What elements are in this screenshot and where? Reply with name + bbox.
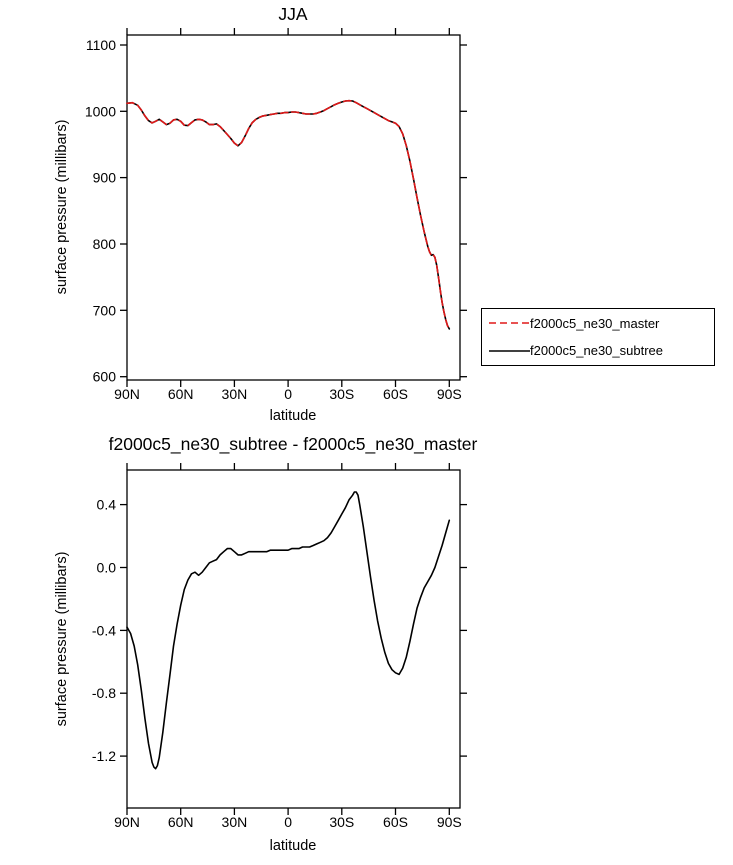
plot-frame-1 <box>126 469 461 809</box>
y-tick-label: 700 <box>93 302 117 318</box>
y-tick-label: 0.0 <box>97 560 117 576</box>
x-tick-label: 0 <box>284 814 292 830</box>
bottom-chart-xlabel: latitude <box>270 838 317 854</box>
y-tick-label: 0.4 <box>97 497 117 513</box>
x-tick-label: 60S <box>383 814 408 830</box>
series-line-f2000c5_ne30_subtree <box>126 99 451 330</box>
y-tick-label: 900 <box>93 170 117 186</box>
bottom-chart-title: f2000c5_ne30_subtree - f2000c5_ne30_mast… <box>109 434 478 455</box>
x-tick-label: 30S <box>329 814 354 830</box>
x-tick-label: 60N <box>168 386 194 402</box>
x-tick-label: 90N <box>114 386 140 402</box>
y-tick-label: 600 <box>93 369 117 385</box>
x-tick-label: 90S <box>437 814 462 830</box>
legend-box: f2000c5_ne30_master f2000c5_ne30_subtree <box>481 308 715 366</box>
series-line-f2000c5_ne30_master <box>126 99 451 330</box>
x-tick-label: 90S <box>437 386 462 402</box>
legend-line-sample-subtree <box>489 349 530 352</box>
x-tick-label: 90N <box>114 814 140 830</box>
top-chart-title: JJA <box>278 4 308 24</box>
top-chart-xlabel: latitude <box>270 408 317 424</box>
legend-label-master: f2000c5_ne30_master <box>530 315 660 331</box>
y-tick-label: -1.2 <box>92 748 116 764</box>
x-tick-label: 60N <box>168 814 194 830</box>
top-chart-ylabel: surface pressure (millibars) <box>54 120 70 295</box>
legend-entry-subtree: f2000c5_ne30_subtree <box>482 338 714 364</box>
y-tick-label: -0.4 <box>92 622 116 638</box>
series-line-difference <box>126 491 451 770</box>
generated-plot-elements: 90N 60N 30N 0 30S 60S 90S 600 700 800 900 1000 1100 9… <box>85 28 467 830</box>
x-tick-label: 0 <box>284 386 292 402</box>
y-tick-label: 1000 <box>85 103 116 119</box>
legend-entry-master: f2000c5_ne30_master <box>482 310 714 336</box>
legend-line-sample-master <box>489 322 530 325</box>
y-tick-label: 1100 <box>86 37 116 53</box>
x-tick-label: 60S <box>383 386 408 402</box>
y-tick-label: 800 <box>93 236 117 252</box>
x-tick-label: 30N <box>222 814 248 830</box>
y-tick-label: -0.8 <box>92 685 116 701</box>
plot-frame-0 <box>126 34 461 381</box>
x-tick-label: 30S <box>329 386 354 402</box>
x-tick-label: 30N <box>222 386 248 402</box>
bottom-chart-ylabel: surface pressure (millibars) <box>54 552 70 727</box>
legend-label-subtree: f2000c5_ne30_subtree <box>530 343 664 359</box>
